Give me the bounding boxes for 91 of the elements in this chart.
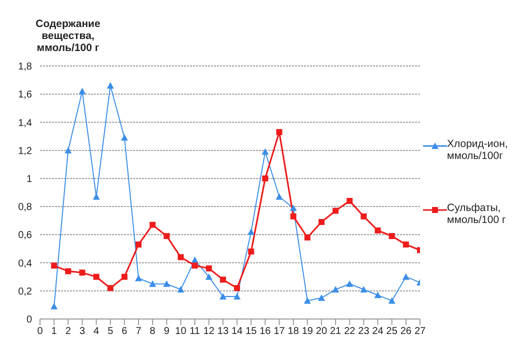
y-tick-label: 1,8 — [18, 62, 32, 73]
point — [276, 129, 282, 136]
point — [262, 175, 268, 182]
x-tick-label: 25 — [386, 326, 398, 338]
point — [374, 292, 382, 298]
x-tick-label: 8 — [150, 326, 156, 338]
point — [93, 274, 100, 280]
x-tick-label: 18 — [288, 326, 300, 338]
y-tick-label: 0,8 — [18, 202, 32, 214]
point — [402, 242, 409, 248]
point — [346, 198, 353, 204]
x-tick-label: 23 — [358, 326, 370, 338]
x-tick-label: 16 — [260, 326, 272, 338]
y-tick-label: 0,6 — [18, 230, 32, 242]
y-tick-label: 0 — [26, 314, 32, 326]
y-tick-label: 1 — [26, 174, 32, 185]
x-tick-label: 3 — [79, 326, 86, 338]
x-tick-label: 1 — [51, 326, 58, 338]
legend-label: Сульфаты, ммоль/100 г — [447, 202, 507, 226]
point — [50, 302, 58, 310]
point — [51, 262, 58, 269]
point — [248, 228, 255, 235]
x-tick-label: 27 — [414, 326, 426, 338]
legend-label: Хлорид-ион, ммоль/100г — [447, 138, 509, 162]
point — [205, 273, 212, 280]
point — [402, 273, 410, 280]
point — [177, 286, 184, 292]
x-tick-label: 2 — [65, 326, 72, 338]
x-tick-label: 13 — [217, 326, 229, 338]
x-tick-label: 9 — [164, 326, 170, 338]
point — [65, 268, 72, 274]
y-tick-label: 1,2 — [18, 146, 32, 157]
x-tick-label: 26 — [400, 326, 412, 338]
point — [388, 233, 395, 240]
point — [220, 276, 226, 283]
x-tick-label: 22 — [344, 326, 356, 338]
x-tick-label: 19 — [302, 326, 314, 338]
point — [135, 274, 142, 282]
point — [163, 280, 170, 287]
point — [332, 208, 339, 214]
y-tick-label: 1,6 — [18, 90, 32, 101]
point — [206, 265, 212, 272]
point — [64, 146, 72, 154]
point — [107, 285, 114, 292]
point — [149, 280, 156, 287]
x-tick-label: 20 — [316, 326, 328, 338]
x-tick-label: 6 — [122, 326, 128, 338]
x-tick-label: 4 — [94, 326, 100, 338]
point — [136, 242, 142, 248]
point — [276, 193, 283, 200]
point — [262, 148, 269, 155]
y-tick-label: 1,4 — [18, 118, 32, 129]
x-tick-label: 15 — [246, 326, 258, 338]
point — [248, 248, 254, 255]
y-axis-title: Содержание вещества, ммоль/100 г — [34, 18, 102, 54]
x-tick-label: 12 — [203, 326, 215, 338]
point — [120, 134, 128, 141]
point — [78, 88, 86, 94]
point — [374, 227, 381, 234]
point — [219, 293, 226, 300]
point — [150, 222, 156, 228]
x-tick-label: 7 — [136, 326, 142, 338]
point — [304, 234, 310, 240]
point — [290, 204, 297, 211]
point — [234, 285, 240, 292]
x-tick-label: 17 — [274, 326, 286, 338]
point — [388, 297, 396, 304]
point — [304, 297, 311, 304]
point — [332, 286, 340, 292]
x-tick-label: 21 — [330, 326, 342, 338]
point — [234, 293, 241, 300]
y-tick-label: 0,4 — [18, 258, 32, 270]
point — [290, 213, 296, 220]
y-tick-label: 0,2 — [18, 286, 32, 298]
x-tick-label: 0 — [37, 326, 44, 338]
point — [192, 262, 198, 269]
point — [318, 294, 325, 301]
point — [318, 219, 324, 226]
point — [360, 286, 368, 292]
x-tick-label: 5 — [108, 326, 114, 338]
x-tick-label: 24 — [372, 326, 384, 338]
x-tick-label: 10 — [175, 326, 187, 338]
point — [164, 233, 170, 240]
point — [178, 254, 184, 260]
x-tick-label: 11 — [190, 326, 200, 338]
point — [106, 82, 114, 89]
x-tick-label: 14 — [231, 326, 244, 338]
point — [346, 280, 354, 287]
point — [79, 270, 86, 276]
point — [360, 213, 367, 220]
point — [121, 274, 128, 280]
